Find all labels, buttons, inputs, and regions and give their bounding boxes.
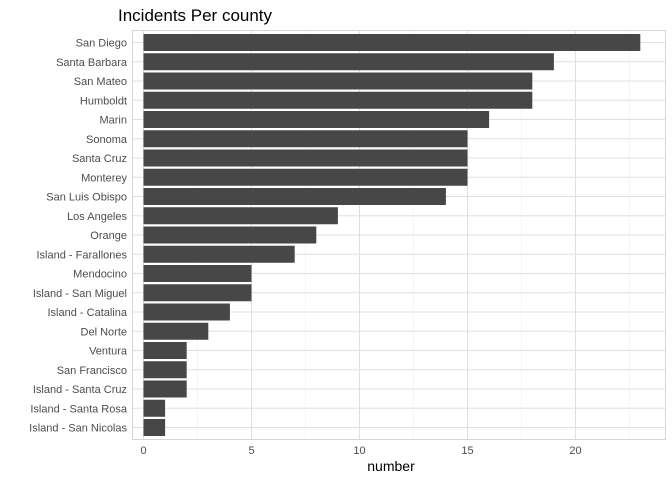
y-tick-label: San Luis Obispo <box>46 192 127 204</box>
x-tick-label: 0 <box>140 445 146 457</box>
chart-title: Incidents Per county <box>118 6 273 25</box>
y-tick-label: Marin <box>99 115 127 127</box>
y-tick-label: San Francisco <box>57 365 127 377</box>
y-tick-label: Ventura <box>89 346 128 358</box>
x-tick-label: 5 <box>248 445 254 457</box>
y-tick-label: Island - Santa Rosa <box>30 403 127 415</box>
bar <box>143 168 468 186</box>
bar <box>143 265 252 282</box>
y-tick-label: Del Norte <box>81 326 127 338</box>
bar <box>143 130 468 148</box>
y-tick-label: San Diego <box>76 38 127 50</box>
y-tick-label: Orange <box>90 230 127 242</box>
bar <box>143 361 187 379</box>
x-axis-label: number <box>367 458 415 474</box>
y-tick-label: Island - Santa Cruz <box>33 384 127 396</box>
x-tick-label: 15 <box>461 445 473 457</box>
bar <box>143 226 317 244</box>
bar <box>143 284 252 302</box>
bar <box>143 322 209 340</box>
y-tick-label: Monterey <box>81 172 127 184</box>
x-tick-label: 10 <box>353 445 365 457</box>
y-tick-label: Mendocino <box>73 269 127 281</box>
bar <box>143 91 533 109</box>
bar <box>143 303 230 321</box>
bar <box>143 53 554 71</box>
x-axis-ticks: 0 5 10 15 20 <box>140 445 581 457</box>
y-tick-label: Island - Farallones <box>37 249 128 261</box>
bar <box>143 399 166 417</box>
bar <box>143 245 295 263</box>
x-tick-label: 20 <box>569 445 581 457</box>
y-tick-label: San Mateo <box>74 76 127 88</box>
bar <box>143 207 338 225</box>
bar <box>143 72 533 90</box>
y-axis-ticks: San Diego Santa Barbara San Mateo Humboldt M… <box>29 38 128 435</box>
y-tick-label: Sonoma <box>86 134 128 146</box>
bar <box>143 188 446 205</box>
y-tick-label: Humboldt <box>80 95 127 107</box>
bars <box>143 34 641 436</box>
bar <box>143 149 468 167</box>
y-tick-label: Island - Catalina <box>48 307 128 319</box>
panel-border <box>132 30 666 440</box>
y-tick-label: Island - San Nicolas <box>29 423 127 435</box>
bar <box>143 111 490 128</box>
bar <box>143 342 187 359</box>
y-tick-label: Island - San Miguel <box>33 288 127 300</box>
y-tick-label: Santa Barbara <box>56 57 128 69</box>
y-tick-label: Los Angeles <box>67 211 127 223</box>
bar <box>143 34 641 51</box>
bar <box>143 380 187 398</box>
bar <box>143 419 166 436</box>
y-tick-label: Santa Cruz <box>72 153 127 165</box>
